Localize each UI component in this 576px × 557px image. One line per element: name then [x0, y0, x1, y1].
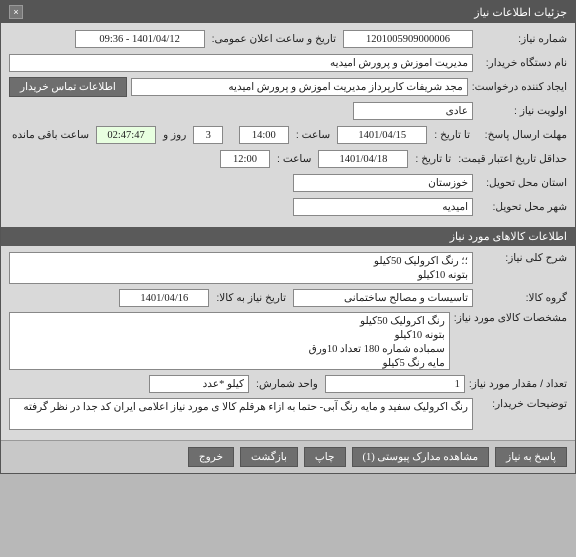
unit-field: کیلو *عدد	[149, 375, 249, 393]
price-valid-time-field: 12:00	[220, 150, 270, 168]
priority-field: عادی	[353, 102, 473, 120]
reply-button[interactable]: پاسخ به نیاز	[495, 447, 567, 467]
price-valid-time-label: ساعت :	[274, 153, 314, 165]
city-label: شهر محل تحویل:	[477, 201, 567, 213]
goods-section-header: اطلاعات کالاهای مورد نیاز	[1, 227, 575, 246]
buyer-note-label: توضیحات خریدار:	[477, 398, 567, 410]
deadline-to-label: تا تاریخ :	[431, 129, 473, 141]
overall-desc-label: شرح کلی نیاز:	[477, 252, 567, 264]
remain-label: ساعت باقی مانده	[9, 129, 92, 141]
unit-label: واحد شمارش:	[253, 378, 321, 390]
need-no-label: شماره نیاز:	[477, 33, 567, 45]
time-remain-field: 02:47:47	[96, 126, 156, 144]
contact-buyer-button[interactable]: اطلاعات تماس خریدار	[9, 77, 127, 97]
spec-field: رنگ اکرولیک 50کیلو بتونه 10کیلو سمباده ش…	[9, 312, 450, 370]
creator-label: ایجاد کننده درخواست:	[472, 81, 567, 93]
price-valid-date-field: 1401/04/18	[318, 150, 408, 168]
spec-label: مشخصات کالای مورد نیاز:	[454, 312, 567, 324]
exit-button[interactable]: خروج	[188, 447, 234, 467]
deadline-time-field: 14:00	[239, 126, 289, 144]
back-button[interactable]: بازگشت	[240, 447, 298, 467]
attachments-button[interactable]: مشاهده مدارک پیوستی (1)	[352, 447, 490, 467]
province-field: خوزستان	[293, 174, 473, 192]
window-title: جزئیات اطلاعات نیاز	[474, 6, 567, 19]
buyer-org-field: مدیریت اموزش و پرورش امیدیه	[9, 54, 473, 72]
goods-group-label: گروه کالا:	[477, 292, 567, 304]
close-icon[interactable]: ×	[9, 5, 23, 19]
city-field: امیدیه	[293, 198, 473, 216]
overall-desc-field: ؛؛ رنگ اکرولیک 50کیلو بتونه 10کیلو	[9, 252, 473, 284]
titlebar: جزئیات اطلاعات نیاز ×	[1, 1, 575, 23]
deadline-label: مهلت ارسال پاسخ:	[477, 129, 567, 141]
print-button[interactable]: چاپ	[304, 447, 346, 467]
deadline-time-label: ساعت :	[293, 129, 333, 141]
buyer-org-label: نام دستگاه خریدار:	[477, 57, 567, 69]
announce-field: 1401/04/12 - 09:36	[75, 30, 205, 48]
goods-panel: شرح کلی نیاز: ؛؛ رنگ اکرولیک 50کیلو بتون…	[1, 246, 575, 440]
days-label: روز و	[160, 129, 189, 141]
qty-label: تعداد / مقدار مورد نیاز:	[469, 378, 567, 390]
creator-field: مجد شریفات کارپرداز مدیریت اموزش و پرورش…	[131, 78, 468, 96]
need-info-panel: شماره نیاز: 1201005909000006 تاریخ و ساع…	[1, 23, 575, 227]
priority-label: اولویت نیاز :	[477, 105, 567, 117]
action-bar: پاسخ به نیاز مشاهده مدارک پیوستی (1) چاپ…	[1, 440, 575, 473]
days-remain-field: 3	[193, 126, 223, 144]
deadline-date-field: 1401/04/15	[337, 126, 427, 144]
need-date-label: تاریخ نیاز به کالا:	[213, 292, 289, 304]
announce-label: تاریخ و ساعت اعلان عمومی:	[209, 33, 339, 45]
goods-group-field: تاسیسات و مصالح ساختمانی	[293, 289, 473, 307]
province-label: استان محل تحویل:	[477, 177, 567, 189]
need-no-field: 1201005909000006	[343, 30, 473, 48]
price-valid-to-label: تا تاریخ :	[412, 153, 454, 165]
buyer-note-field: رنگ اکرولیک سفید و مایه رنگ آبی- حتما به…	[9, 398, 473, 430]
qty-field: 1	[325, 375, 465, 393]
price-valid-label: حداقل تاریخ اعتبار قیمت:	[458, 153, 567, 165]
window: جزئیات اطلاعات نیاز × شماره نیاز: 120100…	[0, 0, 576, 474]
need-date-field: 1401/04/16	[119, 289, 209, 307]
